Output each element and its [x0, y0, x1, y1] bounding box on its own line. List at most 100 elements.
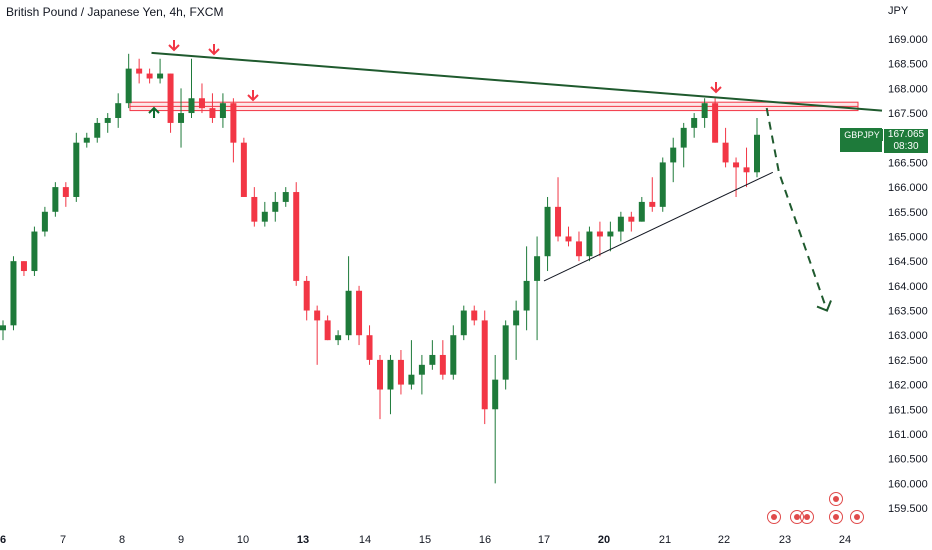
candle-body: [345, 290, 352, 336]
resistance-zone: [129, 101, 859, 112]
price-axis-tick: 164.000: [888, 281, 928, 293]
candle-body: [649, 201, 656, 207]
candle-body: [157, 73, 164, 79]
candle-body: [544, 206, 551, 257]
candle-body: [418, 364, 425, 375]
candle-body: [282, 192, 289, 202]
candle-body: [638, 201, 645, 222]
candle-body: [743, 167, 750, 173]
candle-body: [513, 310, 520, 326]
bar-countdown: 08:30: [884, 141, 928, 153]
candle-body: [397, 359, 404, 385]
symbol-tag: GBPJPY: [841, 129, 883, 141]
candle-body: [523, 280, 530, 311]
candle-body: [324, 320, 331, 341]
candle-body: [387, 359, 394, 390]
down-arrow-head: [168, 44, 180, 52]
price-axis-tick: 160.500: [888, 454, 928, 466]
candle-body: [607, 231, 614, 237]
down-arrow-head: [247, 94, 259, 102]
price-axis-tick: 166.000: [888, 182, 928, 194]
trendlines-layer: [151, 51, 883, 312]
time-axis[interactable]: 6 7 8 9 10 13 14 15 16 17 20 21 22 23 24: [0, 534, 851, 546]
candle-body: [167, 73, 174, 123]
candle-body: [272, 201, 279, 212]
candle-body: [377, 359, 383, 390]
arrows-layer: [148, 40, 722, 118]
candle-body: [712, 103, 719, 143]
event-marker-icon[interactable]: [800, 510, 814, 524]
candle-body: [136, 68, 143, 74]
price-axis-tick: 163.000: [888, 330, 928, 342]
candles-layer: [0, 53, 760, 484]
down-arrow-head: [208, 48, 220, 56]
price-axis-tick: 164.500: [888, 256, 928, 268]
descending-trendline: [151, 51, 883, 112]
candle-body: [251, 196, 258, 222]
price-axis-tick: 161.500: [888, 404, 928, 416]
price-axis-tick: 165.500: [888, 207, 928, 219]
candle-body: [303, 280, 310, 311]
candle-body: [722, 142, 729, 163]
price-axis-tick: 168.500: [888, 59, 928, 71]
candle-body: [617, 216, 624, 232]
price-axis-tick: 168.000: [888, 83, 928, 95]
candle-body: [94, 122, 101, 138]
time-axis-tick: 17: [538, 534, 550, 546]
price-axis-tick: 165.000: [888, 231, 928, 243]
candle-body: [659, 162, 666, 207]
currency-label: JPY: [888, 5, 909, 17]
candle-body: [356, 290, 363, 336]
time-axis-tick: 8: [119, 534, 125, 546]
event-marker-icon[interactable]: [829, 510, 843, 524]
price-axis[interactable]: 169.000168.500168.000167.500167.000166.5…: [888, 34, 928, 515]
candle-body: [104, 117, 111, 123]
price-axis-tick: 162.500: [888, 355, 928, 367]
candle-body: [230, 103, 237, 143]
price-axis-tick: 163.500: [888, 306, 928, 318]
event-marker-icon[interactable]: [767, 510, 781, 524]
candle-body: [293, 192, 300, 281]
price-axis-tick: 162.000: [888, 380, 928, 392]
price-axis-tick: 161.000: [888, 429, 928, 441]
down-arrow-head: [710, 86, 722, 94]
candle-body: [565, 236, 572, 242]
candle-body: [460, 310, 467, 336]
candle-body: [261, 211, 268, 222]
candle-body: [502, 325, 509, 380]
price-axis-tick: 169.000: [888, 34, 928, 46]
candle-body: [429, 354, 436, 365]
candle-body: [439, 354, 446, 375]
candle-body: [596, 231, 603, 237]
time-axis-tick: 10: [237, 534, 249, 546]
time-axis-tick: 7: [60, 534, 66, 546]
candle-body: [125, 68, 132, 104]
candle-body: [754, 134, 760, 173]
event-marker-icon[interactable]: [850, 510, 864, 524]
candle-body: [188, 98, 195, 114]
event-marker-icon[interactable]: [829, 492, 843, 506]
ascending-trendline: [543, 171, 774, 282]
candle-body: [178, 113, 185, 123]
candle-body: [408, 374, 415, 385]
last-price-value: 167.065: [884, 129, 928, 141]
time-axis-tick: 16: [479, 534, 491, 546]
candle-body: [701, 103, 708, 118]
price-axis-tick: 159.500: [888, 503, 928, 515]
candle-body: [628, 216, 635, 222]
candle-body: [733, 162, 740, 168]
time-axis-tick: 24: [839, 534, 851, 546]
time-axis-tick: 6: [0, 534, 6, 546]
candle-body: [209, 108, 216, 118]
candle-body: [670, 147, 677, 163]
candle-body: [219, 103, 226, 118]
projection-path: [765, 107, 828, 311]
time-axis-tick: 14: [359, 534, 371, 546]
candle-body: [586, 231, 593, 257]
candle-body: [41, 211, 48, 232]
candle-body: [366, 335, 373, 360]
up-arrow-head: [148, 106, 160, 114]
candle-body: [691, 117, 698, 128]
candle-body: [555, 206, 562, 237]
